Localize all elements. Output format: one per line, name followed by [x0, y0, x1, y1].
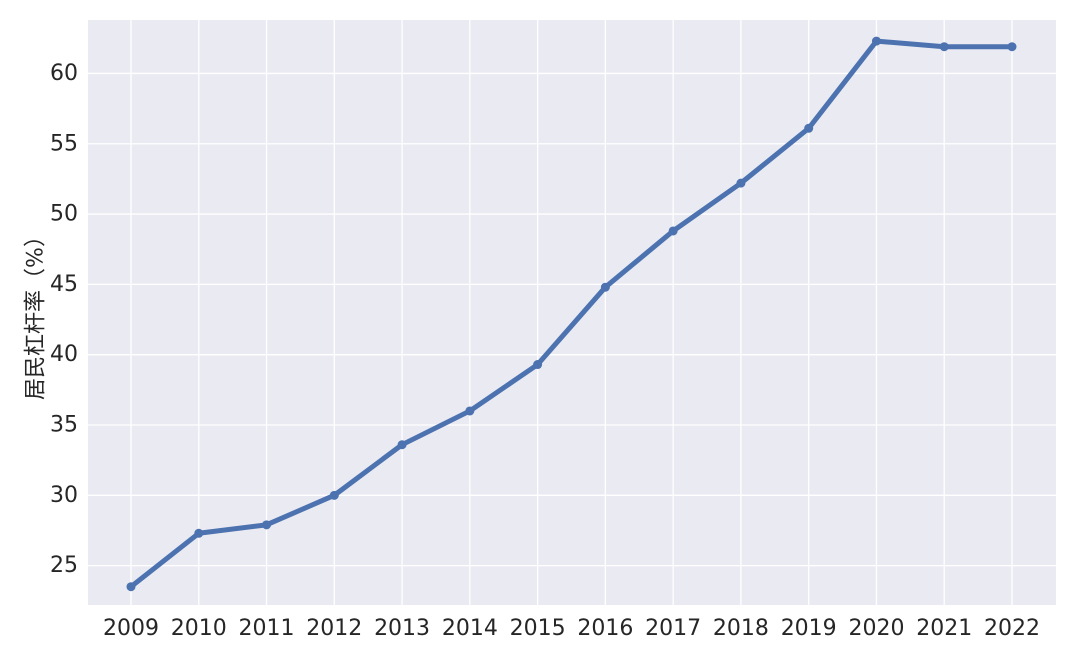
x-tick-label: 2015	[510, 616, 566, 641]
x-tick-label: 2010	[171, 616, 227, 641]
x-tick-label: 2014	[442, 616, 498, 641]
data-point	[939, 42, 949, 52]
data-point	[126, 582, 136, 592]
y-tick-label: 60	[50, 61, 78, 86]
data-point	[465, 406, 475, 416]
x-tick-labels: 2009 2010 2011 2012 2013 2014 2015 2016 2017 2018…	[103, 616, 1040, 641]
data-point	[1007, 42, 1017, 52]
y-tick-label: 40	[50, 342, 78, 367]
plot-area	[88, 20, 1056, 605]
data-point	[736, 178, 746, 188]
x-tick-label: 2019	[781, 616, 837, 641]
y-tick-label: 50	[50, 202, 78, 227]
y-axis-label: 居民杠杆率（%）	[24, 225, 49, 400]
x-tick-label: 2013	[374, 616, 430, 641]
data-point	[194, 528, 204, 538]
grid-lines	[88, 20, 1056, 605]
x-tick-label: 2016	[577, 616, 633, 641]
y-tick-label: 45	[50, 272, 78, 297]
x-tick-label: 2021	[916, 616, 972, 641]
data-point	[804, 123, 814, 133]
series-layer	[126, 36, 1017, 592]
series-line	[128, 38, 1015, 590]
data-point	[600, 282, 610, 292]
y-tick-label: 25	[50, 553, 78, 578]
data-point	[533, 360, 543, 370]
x-tick-label: 2017	[645, 616, 701, 641]
data-point	[329, 490, 339, 500]
x-tick-label: 2009	[103, 616, 159, 641]
x-tick-label: 2018	[713, 616, 769, 641]
data-point	[871, 36, 881, 46]
data-point	[668, 226, 678, 236]
y-tick-label: 35	[50, 413, 78, 438]
y-tick-label: 55	[50, 131, 78, 156]
x-tick-label: 2022	[984, 616, 1040, 641]
y-tick-label: 30	[50, 483, 78, 508]
x-tick-label: 2020	[848, 616, 904, 641]
y-tick-labels: 25 30 35 40 45 50 55 60	[50, 61, 78, 578]
x-tick-label: 2011	[239, 616, 295, 641]
data-point	[262, 520, 272, 530]
x-tick-label: 2012	[306, 616, 362, 641]
data-point	[397, 440, 407, 450]
